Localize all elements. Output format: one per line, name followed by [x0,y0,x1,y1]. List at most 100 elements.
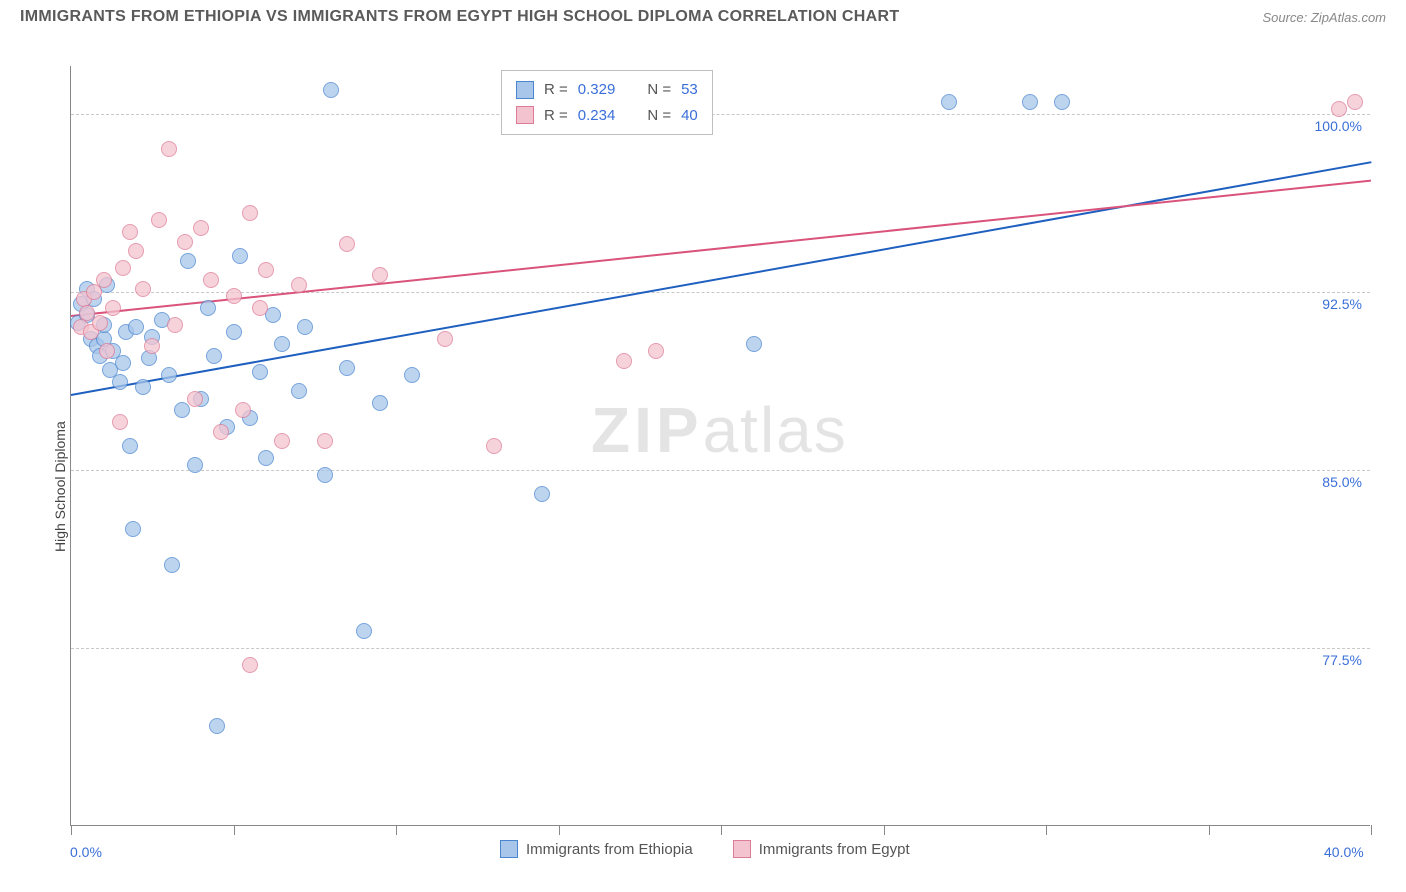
legend-series-label: Immigrants from Egypt [759,841,910,858]
legend-stats: R =0.329N =53R =0.234N =40 [501,70,713,135]
legend-swatch [733,840,751,858]
data-point [161,367,177,383]
y-tick-label: 100.0% [1315,118,1362,134]
data-point [534,486,550,502]
data-point [167,317,183,333]
data-point [274,433,290,449]
r-value: 0.234 [578,103,616,129]
data-point [128,319,144,335]
legend-stats-row: R = 0.234 N = 40 [516,103,698,129]
data-point [339,236,355,252]
data-point [226,324,242,340]
data-point [128,243,144,259]
x-tick [721,825,722,835]
chart-title: IMMIGRANTS FROM ETHIOPIA VS IMMIGRANTS F… [20,8,899,26]
data-point [164,557,180,573]
data-point [92,315,108,331]
n-value: 40 [681,103,698,129]
data-point [258,450,274,466]
legend-series: Immigrants from Ethiopia Immigrants from … [500,840,910,858]
y-tick-label: 77.5% [1322,652,1362,668]
data-point [291,277,307,293]
data-point [206,348,222,364]
data-point [1054,94,1070,110]
data-point [161,141,177,157]
source-label: Source: ZipAtlas.com [1262,10,1386,25]
data-point [135,379,151,395]
data-point [317,433,333,449]
data-point [177,234,193,250]
n-value: 53 [681,77,698,103]
data-point [648,343,664,359]
data-point [187,391,203,407]
data-point [616,353,632,369]
legend-swatch [516,81,534,99]
data-point [99,343,115,359]
legend-series-item: Immigrants from Egypt [733,840,910,858]
data-point [252,364,268,380]
data-point [1022,94,1038,110]
data-point [297,319,313,335]
grid-line [71,648,1370,649]
n-label: N = [647,103,671,129]
y-tick-label: 85.0% [1322,474,1362,490]
data-point [112,374,128,390]
data-point [323,82,339,98]
data-point [112,414,128,430]
y-axis-label: High School Diploma [52,422,68,553]
data-point [96,272,112,288]
data-point [404,367,420,383]
data-point [122,438,138,454]
data-point [235,402,251,418]
data-point [356,623,372,639]
data-point [232,248,248,264]
data-point [437,331,453,347]
data-point [200,300,216,316]
data-point [258,262,274,278]
n-label: N = [647,77,671,103]
data-point [180,253,196,269]
data-point [209,718,225,734]
data-point [193,220,209,236]
grid-line [71,114,1370,115]
data-point [746,336,762,352]
x-tick [1371,825,1372,835]
data-point [115,355,131,371]
legend-swatch [500,840,518,858]
data-point [1331,101,1347,117]
chart-container: 100.0%92.5%85.0%77.5%ZIPatlasR =0.329N =… [20,30,1386,886]
x-max-label: 40.0% [1324,844,1364,860]
data-point [242,657,258,673]
legend-swatch [516,106,534,124]
legend-series-label: Immigrants from Ethiopia [526,841,693,858]
data-point [174,402,190,418]
r-label: R = [544,77,568,103]
x-tick [71,825,72,835]
data-point [122,224,138,240]
y-tick-label: 92.5% [1322,296,1362,312]
data-point [274,336,290,352]
data-point [291,383,307,399]
grid-line [71,470,1370,471]
legend-stats-row: R =0.329N =53 [516,77,698,103]
legend-series-item: Immigrants from Ethiopia [500,840,693,858]
data-point [1347,94,1363,110]
data-point [135,281,151,297]
trend-line [71,180,1371,317]
data-point [144,338,160,354]
data-point [226,288,242,304]
x-tick [1046,825,1047,835]
r-label: R = [544,103,568,129]
data-point [372,395,388,411]
data-point [941,94,957,110]
data-point [486,438,502,454]
x-tick [396,825,397,835]
x-tick [1209,825,1210,835]
watermark: ZIPatlas [591,393,848,467]
data-point [115,260,131,276]
x-min-label: 0.0% [70,844,102,860]
x-tick [884,825,885,835]
data-point [105,300,121,316]
grid-line [71,292,1370,293]
data-point [372,267,388,283]
